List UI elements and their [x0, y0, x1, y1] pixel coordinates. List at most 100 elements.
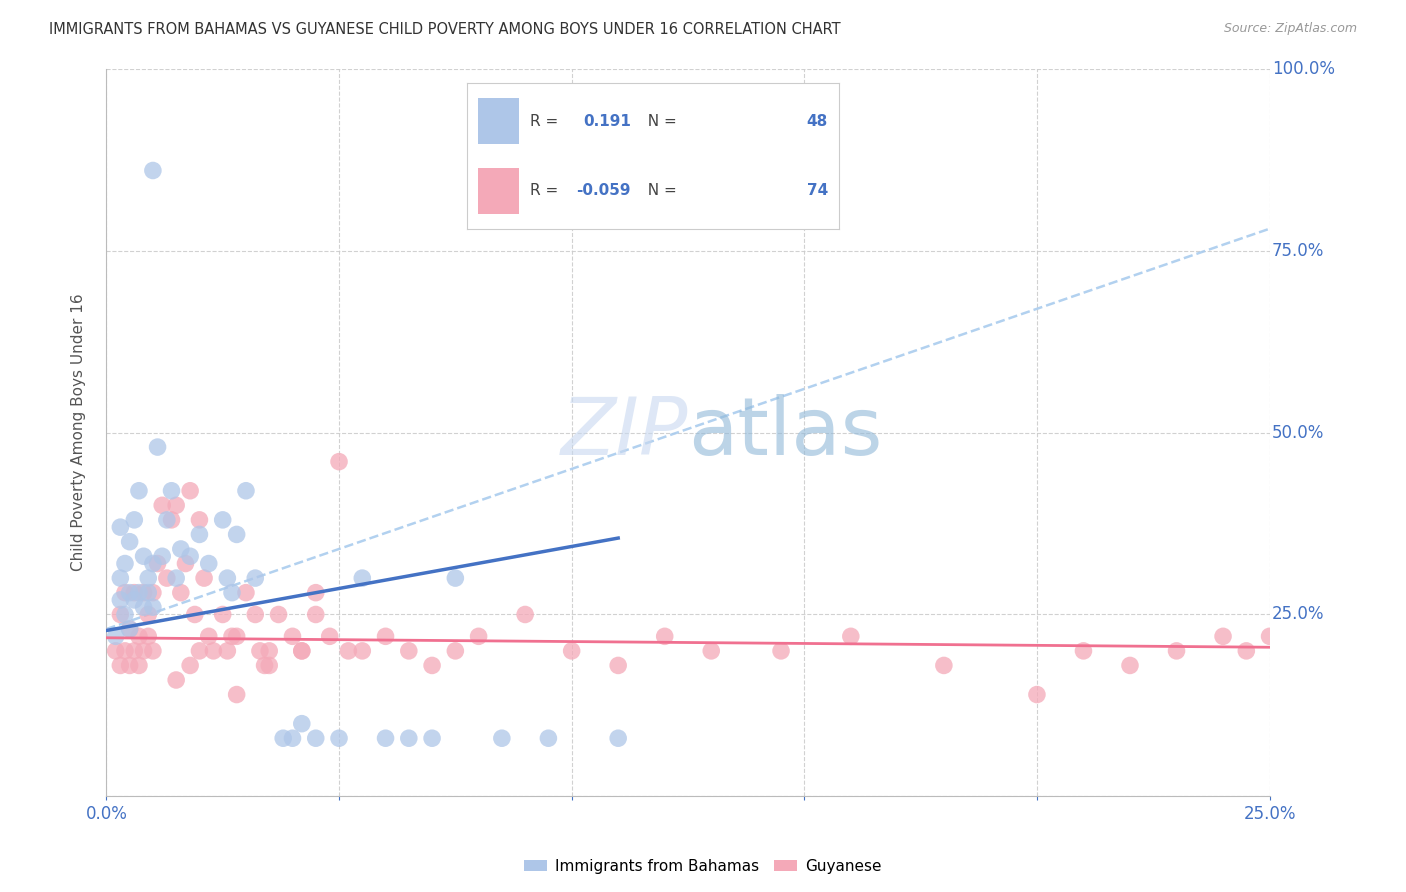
Text: Source: ZipAtlas.com: Source: ZipAtlas.com: [1223, 22, 1357, 36]
Point: [142, 163, 165, 178]
Point: [142, 600, 165, 615]
Point: [245, 571, 267, 585]
Point: [770, 644, 793, 658]
Point: [136, 571, 159, 585]
Point: [491, 731, 513, 746]
Point: [165, 571, 187, 585]
Point: [271, 731, 294, 746]
Text: 50.0%: 50.0%: [1272, 424, 1324, 442]
Text: atlas: atlas: [688, 393, 883, 472]
Point: [160, 513, 183, 527]
Point: [124, 644, 146, 658]
Point: [124, 585, 146, 599]
Point: [420, 731, 443, 746]
Point: [188, 527, 211, 541]
Point: [398, 731, 420, 746]
Point: [104, 644, 127, 658]
Point: [217, 644, 239, 658]
Point: [328, 731, 350, 746]
Point: [128, 629, 150, 643]
Text: IMMIGRANTS FROM BAHAMAS VS GUYANESE CHILD POVERTY AMONG BOYS UNDER 16 CORRELATIO: IMMIGRANTS FROM BAHAMAS VS GUYANESE CHIL…: [49, 22, 841, 37]
Point: [281, 629, 304, 643]
Point: [932, 658, 955, 673]
Point: [700, 644, 723, 658]
Point: [118, 585, 141, 599]
Point: [197, 557, 219, 571]
Point: [170, 585, 193, 599]
Point: [352, 571, 374, 585]
Point: [110, 520, 132, 534]
Point: [235, 483, 257, 498]
Text: ZIP: ZIP: [561, 393, 688, 472]
Point: [267, 607, 290, 622]
Point: [128, 585, 150, 599]
Point: [1166, 644, 1188, 658]
Point: [281, 731, 304, 746]
Point: [118, 622, 141, 636]
Point: [142, 585, 165, 599]
Point: [128, 483, 150, 498]
Point: [179, 483, 201, 498]
Point: [104, 629, 127, 643]
Point: [1026, 688, 1049, 702]
Point: [197, 629, 219, 643]
Point: [257, 658, 280, 673]
Point: [839, 629, 862, 643]
Point: [136, 629, 159, 643]
Point: [253, 658, 276, 673]
Point: [142, 557, 165, 571]
Point: [193, 571, 215, 585]
Point: [110, 658, 132, 673]
Point: [114, 585, 136, 599]
Point: [146, 440, 169, 454]
Point: [124, 513, 146, 527]
Point: [1212, 629, 1234, 643]
Point: [444, 571, 467, 585]
Point: [128, 658, 150, 673]
Point: [225, 527, 247, 541]
Point: [188, 513, 211, 527]
Point: [337, 644, 360, 658]
Point: [179, 658, 201, 673]
Point: [179, 549, 201, 564]
Point: [110, 593, 132, 607]
Point: [291, 716, 314, 731]
Point: [142, 644, 165, 658]
Point: [235, 585, 257, 599]
Text: 75.0%: 75.0%: [1272, 242, 1324, 260]
Point: [328, 455, 350, 469]
Point: [291, 644, 314, 658]
Point: [1073, 644, 1095, 658]
Point: [444, 644, 467, 658]
Point: [118, 622, 141, 636]
Point: [156, 571, 179, 585]
Point: [352, 644, 374, 658]
Point: [165, 498, 187, 512]
Point: [132, 644, 155, 658]
Point: [136, 607, 159, 622]
Point: [114, 557, 136, 571]
Point: [1258, 629, 1281, 643]
Point: [1119, 658, 1142, 673]
Point: [136, 585, 159, 599]
Point: [513, 607, 536, 622]
Point: [537, 731, 560, 746]
Point: [319, 629, 342, 643]
Point: [114, 644, 136, 658]
Point: [467, 629, 489, 643]
Point: [132, 549, 155, 564]
Point: [118, 658, 141, 673]
Point: [561, 644, 583, 658]
Point: [150, 549, 173, 564]
Point: [305, 607, 328, 622]
Point: [174, 557, 197, 571]
Point: [374, 629, 396, 643]
Point: [374, 731, 396, 746]
Point: [245, 607, 267, 622]
Point: [249, 644, 271, 658]
Point: [225, 688, 247, 702]
Point: [217, 571, 239, 585]
Point: [420, 658, 443, 673]
Point: [110, 571, 132, 585]
Point: [110, 607, 132, 622]
